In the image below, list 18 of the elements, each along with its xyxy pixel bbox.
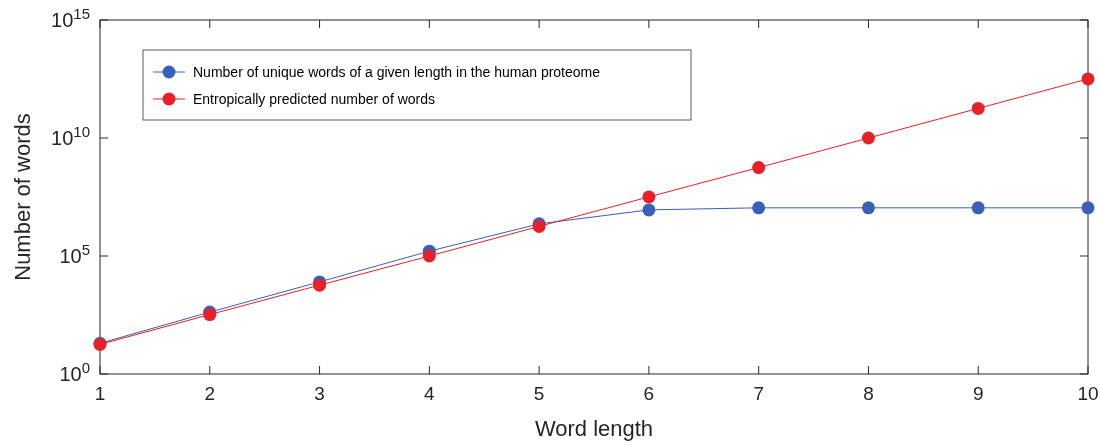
y-tick-label: 10$^{5}$: [59, 240, 90, 267]
legend-label: Entropically predicted number of words: [193, 90, 436, 107]
y-axis-title: Number of words: [10, 113, 35, 281]
x-tick-label: 2: [204, 383, 216, 404]
x-tick-label: 9: [972, 383, 984, 404]
x-tick-label: 10: [1077, 383, 1099, 404]
x-tick-label: 4: [424, 383, 436, 404]
x-tick-label: 6: [643, 383, 655, 404]
y-tick-label: 10$^{15}$: [51, 4, 90, 31]
x-tick-label: 5: [533, 383, 545, 404]
legend-label: Number of unique words of a given length in the human proteome: [193, 63, 601, 80]
x-tick-label: 7: [753, 383, 764, 404]
x-tick-label: 3: [314, 383, 325, 404]
x-axis-title: Word length: [534, 416, 654, 441]
y-tick-label: 10$^{10}$: [51, 122, 90, 149]
x-tick-label: 8: [863, 383, 874, 404]
y-tick-label: 10$^{0}$: [59, 358, 90, 385]
x-tick-label: 1: [94, 383, 106, 404]
